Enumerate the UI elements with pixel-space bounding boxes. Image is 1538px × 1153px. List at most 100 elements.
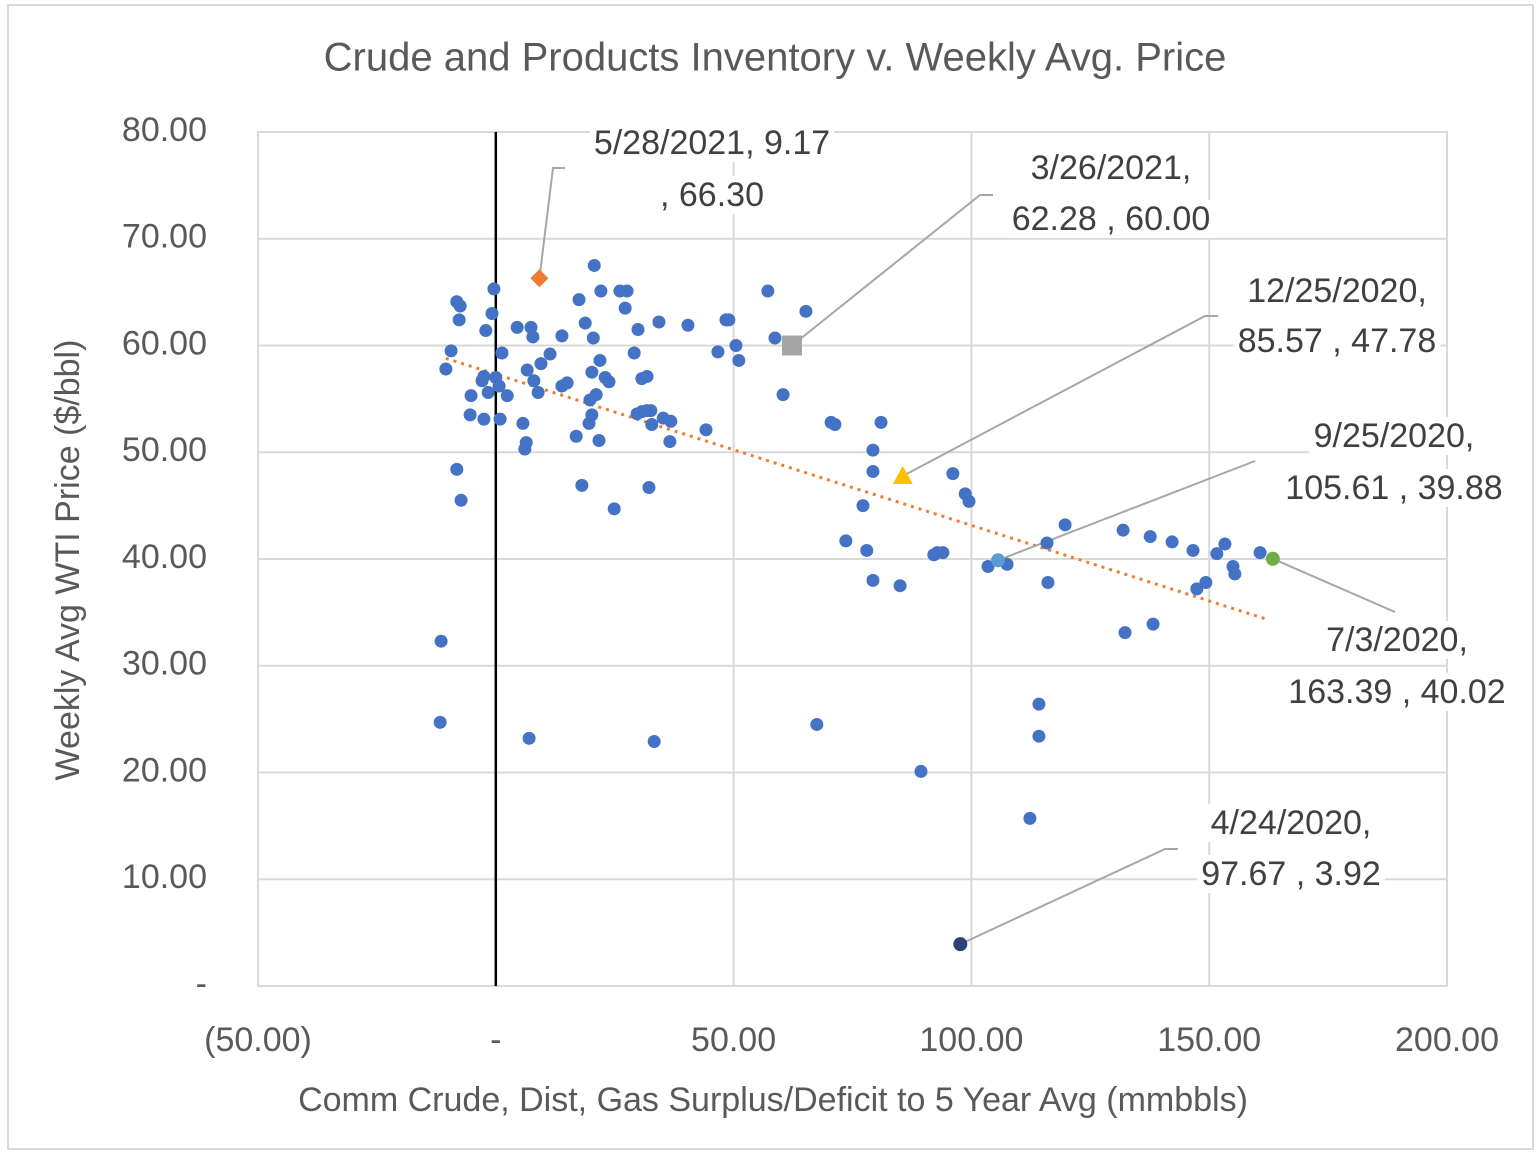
point	[463, 408, 477, 422]
point	[602, 375, 616, 389]
point	[1253, 546, 1267, 560]
point	[475, 374, 489, 388]
x-tick-label: 150.00	[1157, 1021, 1261, 1059]
point	[620, 284, 634, 298]
point	[839, 534, 853, 548]
point	[607, 502, 621, 516]
point	[1210, 547, 1224, 561]
point	[631, 322, 645, 336]
point	[481, 385, 495, 399]
point	[1023, 811, 1037, 825]
leader-line	[959, 848, 1178, 946]
point	[487, 282, 501, 296]
point	[644, 404, 658, 418]
x-tick-label: -	[490, 1021, 501, 1059]
point	[618, 301, 632, 315]
chart-title: Crude and Products Inventory v. Weekly A…	[324, 36, 1227, 80]
point	[527, 374, 541, 388]
point	[893, 579, 907, 593]
label-background	[656, 175, 768, 214]
point	[543, 347, 557, 361]
label-background	[1284, 672, 1510, 711]
point	[589, 388, 603, 402]
point	[1032, 697, 1046, 711]
leader-line	[791, 194, 993, 347]
x-tick-label: 100.00	[919, 1021, 1023, 1059]
point	[453, 299, 467, 313]
point	[479, 324, 493, 338]
point	[1165, 535, 1179, 549]
label-background	[1322, 620, 1472, 659]
point	[627, 346, 641, 360]
point	[936, 546, 950, 560]
point	[866, 464, 880, 478]
y-tick-label: 50.00	[122, 431, 207, 469]
point	[493, 412, 507, 426]
point	[485, 306, 499, 320]
point	[647, 735, 661, 749]
point	[768, 331, 782, 345]
point	[593, 353, 607, 367]
label-background	[1281, 468, 1507, 507]
point	[640, 369, 654, 383]
point	[722, 313, 736, 327]
point	[1032, 729, 1046, 743]
point	[699, 423, 713, 437]
y-tick-label: 80.00	[122, 111, 207, 149]
point	[439, 362, 453, 376]
point	[642, 480, 656, 494]
point	[434, 634, 448, 648]
leader-line	[538, 167, 565, 279]
point	[1058, 518, 1072, 532]
y-tick-label: 30.00	[122, 645, 207, 683]
point	[866, 443, 880, 457]
point	[464, 389, 478, 403]
point	[828, 417, 842, 431]
point	[1228, 567, 1242, 581]
point	[569, 429, 583, 443]
point	[729, 339, 743, 352]
x-axis-title: Comm Crude, Dist, Gas Surplus/Deficit to…	[298, 1081, 1248, 1119]
point	[585, 365, 599, 379]
point	[1218, 537, 1232, 551]
point	[962, 494, 976, 508]
point	[946, 467, 960, 481]
label-background	[1309, 416, 1479, 455]
label-background	[1206, 803, 1376, 842]
point	[534, 357, 548, 371]
point	[761, 284, 775, 298]
point	[652, 315, 666, 329]
point	[500, 389, 514, 403]
point	[452, 313, 466, 327]
point	[866, 573, 880, 587]
point	[1186, 543, 1200, 557]
point	[575, 478, 589, 492]
point	[953, 937, 968, 952]
point	[782, 335, 803, 356]
data-label: 12/25/2020,	[1247, 272, 1427, 310]
point	[711, 345, 725, 359]
point	[572, 293, 586, 307]
point	[914, 764, 928, 778]
x-tick-label: (50.00)	[204, 1021, 312, 1059]
point	[1116, 523, 1130, 537]
data-label: 4/24/2020,	[1211, 804, 1372, 842]
x-tick-label: 50.00	[691, 1021, 776, 1059]
point	[492, 379, 506, 393]
point	[454, 493, 468, 507]
point	[645, 417, 659, 431]
data-label: 9/25/2020,	[1314, 417, 1475, 455]
data-label: 62.28 , 60.00	[1012, 200, 1211, 238]
point	[522, 731, 536, 745]
point	[892, 465, 913, 484]
point	[560, 376, 574, 390]
label-background	[589, 123, 835, 162]
data-label: 7/3/2020,	[1326, 621, 1468, 659]
point	[592, 434, 606, 448]
point	[526, 330, 540, 344]
point	[681, 318, 695, 332]
point	[587, 258, 601, 272]
point	[1190, 582, 1204, 596]
point	[531, 385, 545, 399]
label-background	[1197, 854, 1385, 893]
